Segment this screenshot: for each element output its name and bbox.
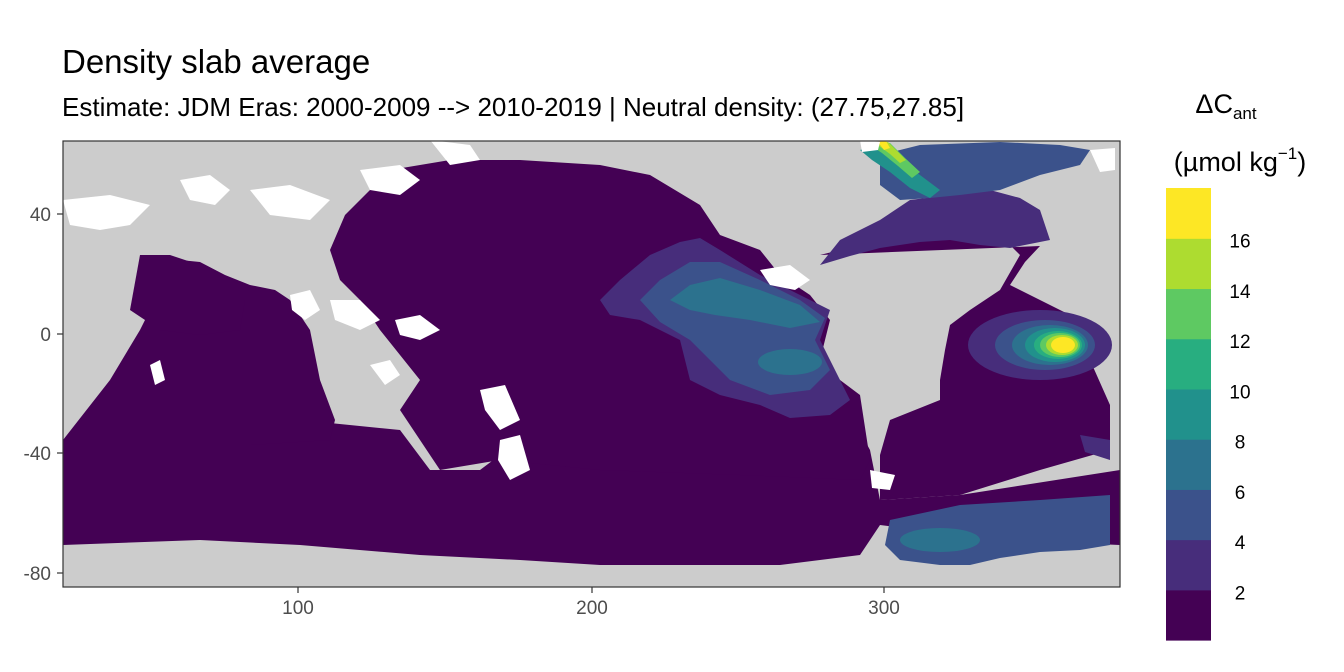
legend-labels: 2 4 6 8 10 12 14 16 bbox=[1229, 232, 1251, 605]
x-axis: 100 200 300 bbox=[282, 587, 900, 619]
legend-break-label: 16 bbox=[1229, 232, 1250, 253]
legend-break-label: 4 bbox=[1235, 533, 1246, 554]
legend-title-unit: (µmol kg−1) bbox=[1173, 144, 1307, 177]
legend-swatch bbox=[1166, 439, 1211, 490]
x-tick-label: 200 bbox=[576, 598, 608, 619]
tropical-atlantic-anomaly bbox=[968, 310, 1112, 380]
legend-break-label: 10 bbox=[1229, 382, 1250, 403]
legend-swatch bbox=[1166, 338, 1211, 390]
y-axis: 40 0 -40 -80 bbox=[24, 205, 63, 585]
y-tick-label: -40 bbox=[24, 444, 51, 465]
legend-break-label: 6 bbox=[1235, 483, 1246, 504]
y-tick-label: -80 bbox=[24, 564, 51, 585]
legend-swatch bbox=[1166, 589, 1211, 641]
legend-break-label: 8 bbox=[1235, 433, 1246, 454]
legend-swatch bbox=[1166, 188, 1211, 239]
x-tick-label: 300 bbox=[868, 598, 900, 619]
legend-title-symbol: ΔCant bbox=[1195, 89, 1257, 123]
y-tick-label: 0 bbox=[40, 325, 51, 346]
legend-swatch bbox=[1166, 238, 1211, 290]
legend-break-label: 2 bbox=[1235, 583, 1246, 604]
pacific-anomaly bbox=[600, 238, 850, 418]
weddell-anomaly bbox=[885, 435, 1110, 565]
legend-swatch bbox=[1166, 489, 1211, 541]
legend-swatch bbox=[1166, 288, 1211, 340]
map-panel bbox=[63, 141, 1120, 587]
ocean-base bbox=[63, 160, 1120, 565]
y-tick-label: 40 bbox=[30, 205, 51, 226]
legend-break-label: 14 bbox=[1229, 282, 1251, 303]
legend-colorbar bbox=[1166, 188, 1211, 641]
legend-break-label: 12 bbox=[1229, 332, 1250, 353]
legend-swatch bbox=[1166, 388, 1211, 440]
chart-subtitle: Estimate: JDM Eras: 2000-2009 --> 2010-2… bbox=[62, 92, 965, 122]
missing-data-areas bbox=[63, 141, 1115, 490]
north-atlantic-anomaly bbox=[820, 141, 1090, 265]
legend-swatch bbox=[1166, 539, 1211, 591]
x-tick-label: 100 bbox=[282, 598, 314, 619]
chart-title: Density slab average bbox=[62, 43, 371, 80]
